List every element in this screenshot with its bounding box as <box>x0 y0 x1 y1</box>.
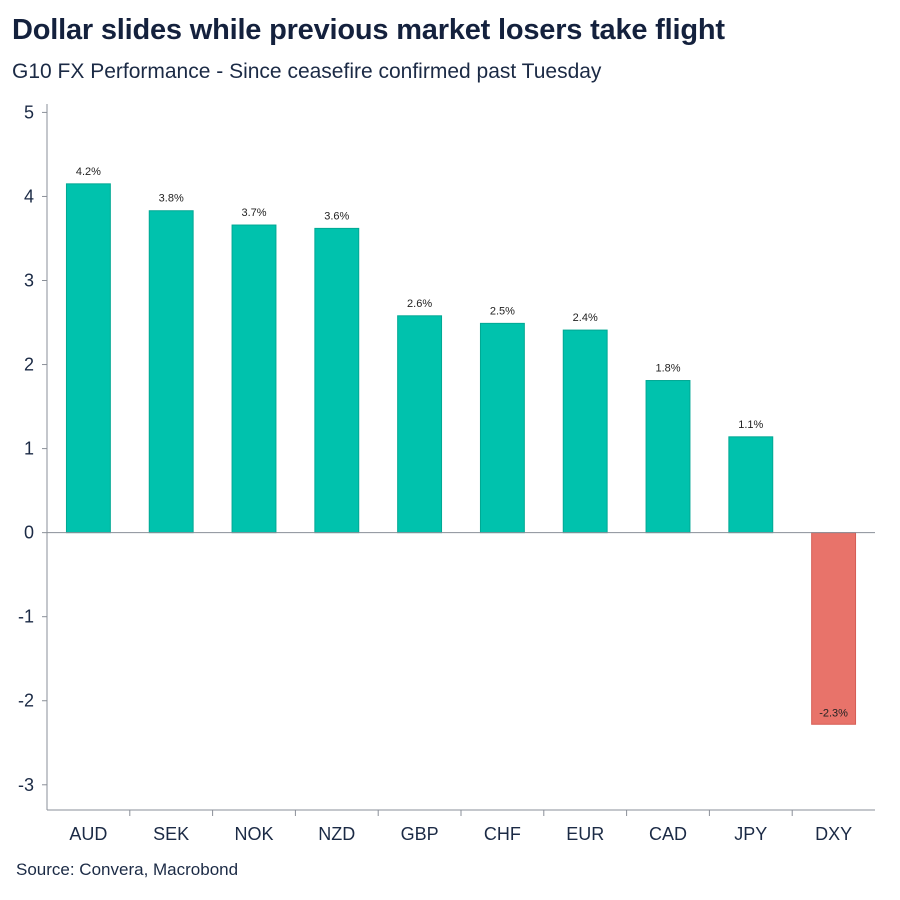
y-tick-label: -1 <box>18 607 34 627</box>
x-tick-label-dxy: DXY <box>815 824 852 844</box>
y-tick-label: 3 <box>24 271 34 291</box>
x-tick-label-cad: CAD <box>649 824 687 844</box>
bar-sek <box>148 210 194 534</box>
y-tick-label: 4 <box>24 186 34 206</box>
chart-title: Dollar slides while previous market lose… <box>12 14 725 46</box>
x-tick-label-chf: CHF <box>484 824 521 844</box>
x-tick-label-sek: SEK <box>153 824 189 844</box>
data-label-aud: 4.2% <box>76 166 101 178</box>
y-tick-label: 0 <box>24 523 34 543</box>
y-tick-label: 2 <box>24 355 34 375</box>
x-tick-label-aud: AUD <box>69 824 107 844</box>
x-tick-label-nzd: NZD <box>318 824 355 844</box>
bar-aud <box>65 183 111 534</box>
x-tick-label-gbp: GBP <box>401 824 439 844</box>
bar-nzd <box>314 227 360 534</box>
y-tick-label: 1 <box>24 439 34 459</box>
y-tick-label: -2 <box>18 691 34 711</box>
y-tick-label: 5 <box>24 102 34 122</box>
x-tick-label-eur: EUR <box>566 824 604 844</box>
data-label-nzd: 3.6% <box>324 210 349 222</box>
bar-chf <box>479 322 525 534</box>
data-label-sek: 3.8% <box>159 193 184 205</box>
y-tick-label: -3 <box>18 775 34 795</box>
bar-cad <box>645 380 691 534</box>
bar-jpy <box>728 436 774 534</box>
bar-nok <box>231 224 277 534</box>
y-axis: 5 4 3 2 1 0 -1 -2 -3 <box>18 102 48 810</box>
bars: 4.2% 3.8% 3.7% 3.6% 2.6% 2.5% 2.4% 1.8% 1.1% -2.3… <box>65 166 857 725</box>
x-tick-label-jpy: JPY <box>734 824 767 844</box>
data-label-nok: 3.7% <box>241 207 266 219</box>
source-note: Source: Convera, Macrobond <box>16 860 239 879</box>
x-tick-label-nok: NOK <box>234 824 273 844</box>
data-label-jpy: 1.1% <box>738 419 763 431</box>
x-axis: AUD SEK NOK NZD GBP CHF EUR CAD JPY DXY <box>47 532 875 844</box>
data-label-chf: 2.5% <box>490 305 515 317</box>
chart-subtitle: G10 FX Performance - Since ceasefire con… <box>12 60 602 83</box>
bar-gbp <box>397 315 443 534</box>
data-label-cad: 1.8% <box>655 363 680 375</box>
data-label-dxy: -2.3% <box>819 707 848 719</box>
data-label-eur: 2.4% <box>573 312 598 324</box>
bar-eur <box>562 329 608 534</box>
data-label-gbp: 2.6% <box>407 298 432 310</box>
bar-dxy <box>811 532 857 725</box>
